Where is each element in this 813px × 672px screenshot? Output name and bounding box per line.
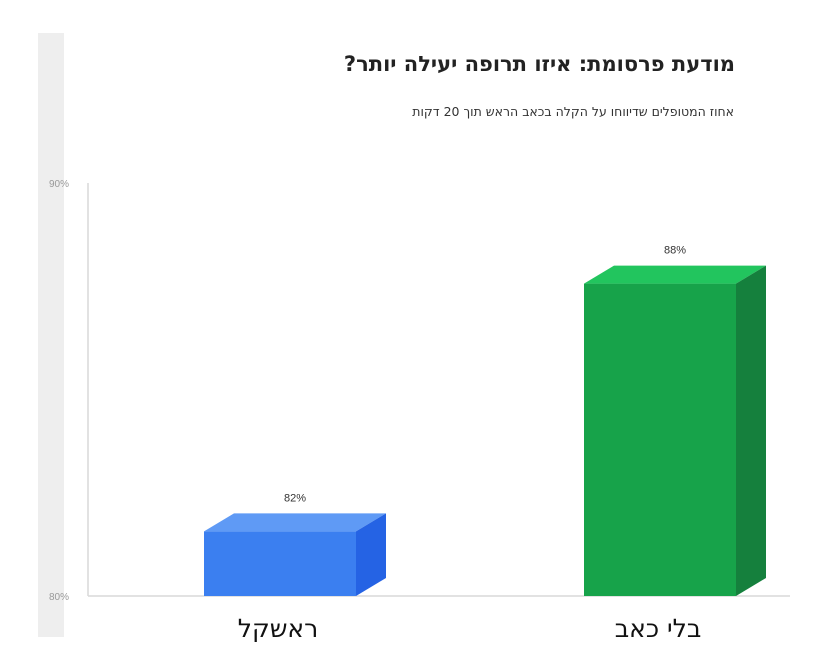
y-tick-label: 90% — [49, 179, 69, 190]
left-margin-strip — [38, 33, 64, 637]
bar-top — [584, 265, 766, 284]
data-label: 88% — [664, 245, 686, 257]
chart-title: מודעת פרסומת: איזו תרופה יעילה יותר? — [343, 52, 735, 76]
category-label: ראשקל — [238, 614, 318, 643]
bar-side — [736, 265, 766, 596]
category-label: בלי כאב — [615, 614, 702, 643]
chart-subtitle: אחוז המטופלים שדיווחו על הקלה בכאב הראש … — [412, 104, 734, 119]
bar-front — [584, 283, 736, 596]
data-label: 82% — [284, 492, 306, 504]
y-tick-label: 80% — [49, 592, 69, 603]
bar-side — [356, 513, 386, 596]
bar-top — [204, 513, 386, 532]
bar-front — [204, 531, 356, 596]
bars — [204, 265, 766, 596]
labels: 80% 90% 82% ראשקל 88% בלי כאב — [49, 179, 701, 643]
